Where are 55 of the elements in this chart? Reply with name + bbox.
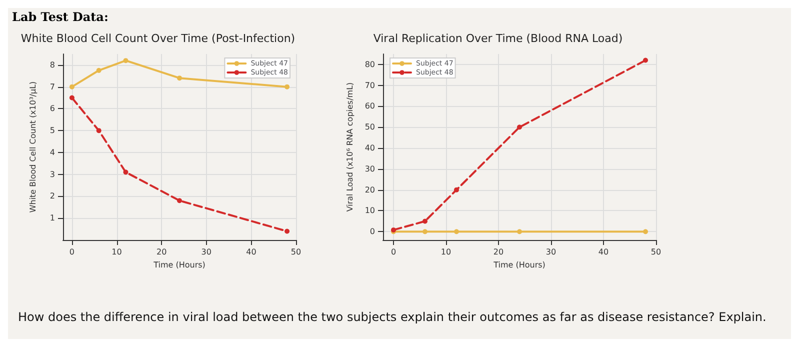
point (123, 58, 128, 64)
y-tick-label: 6 (50, 104, 55, 114)
point (284, 84, 290, 90)
text: How does the difference in viral load between the two subjects explain their outcomes as far as disease resistance? Explain. (18, 310, 766, 324)
point (177, 76, 182, 81)
point (643, 229, 648, 234)
point (454, 229, 459, 234)
x-tick-label: 0 (390, 248, 396, 256)
x-tick-label: 30 (546, 248, 556, 256)
x-tick-label: 20 (156, 248, 167, 256)
x-tick-label: 40 (246, 248, 256, 256)
y-tick-label: 80 (364, 60, 375, 69)
x-tick-label: 0 (69, 248, 75, 256)
y-tick-label: 40 (364, 144, 375, 153)
y-axis-title: Viral Load (x10⁶ RNA copies/mL) (345, 82, 354, 212)
point (177, 198, 182, 204)
y-tick-label: 4 (50, 148, 55, 157)
point (422, 229, 428, 234)
x-axis-title: Time (Hours) (492, 260, 546, 270)
x-tick-label: 10 (440, 248, 452, 256)
y-tick-label: 70 (364, 80, 375, 90)
point (517, 124, 522, 130)
point (96, 68, 102, 73)
y-tick-label: 2 (50, 192, 55, 201)
point (69, 95, 74, 100)
y-tick-label: 7 (50, 82, 55, 92)
point (422, 218, 428, 224)
chart-title: White Blood Cell Count Over Time (Post-Infection) (20, 32, 296, 45)
point (284, 228, 290, 234)
y-tick-label: 5 (50, 126, 55, 136)
point (123, 170, 128, 175)
text: Lab Test Data: (12, 10, 108, 24)
point (643, 58, 648, 63)
x-tick-label: 30 (201, 248, 212, 256)
y-tick-label: 1 (50, 214, 55, 223)
x-tick-label: 10 (112, 248, 122, 256)
point (454, 187, 459, 192)
y-tick-label: 50 (364, 122, 375, 132)
y-tick-label: 60 (364, 102, 375, 111)
point (517, 229, 522, 234)
x-tick-label: 20 (493, 248, 504, 256)
y-axis-title: White Blood Cell Count (x10³/µL) (28, 81, 38, 213)
y-tick-label: 3 (50, 170, 55, 179)
y-tick-label: 0 (370, 227, 375, 236)
chart-title: Viral Replication Over Time (Blood RNA Load) (373, 32, 623, 45)
point (96, 128, 102, 134)
y-tick-label: 8 (50, 60, 55, 70)
x-tick-label: 50 (290, 248, 302, 256)
x-tick-label: 50 (650, 248, 662, 256)
point (69, 84, 74, 90)
y-tick-label: 10 (364, 206, 375, 216)
x-tick-label: 40 (598, 248, 609, 256)
x-axis-title: Time (Hours) (152, 260, 206, 270)
y-tick-label: 20 (364, 185, 375, 194)
y-tick-label: 30 (364, 164, 375, 174)
